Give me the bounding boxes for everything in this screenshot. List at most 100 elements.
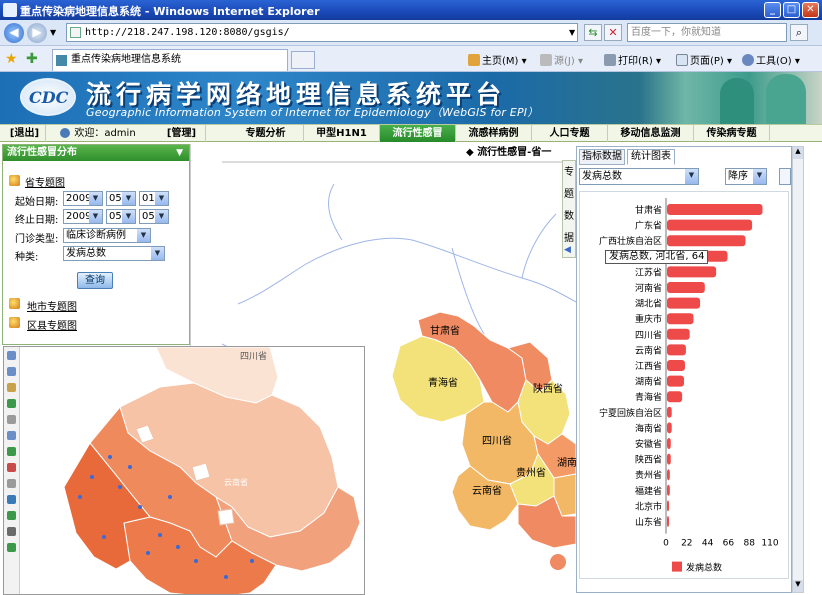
menu-topic-analysis[interactable]: 专题分析 bbox=[228, 125, 304, 142]
chart-bar[interactable] bbox=[667, 344, 686, 356]
favorites-star-icon[interactable]: ★ bbox=[5, 51, 18, 67]
maximize-button[interactable]: □ bbox=[783, 2, 800, 18]
chart-bar[interactable] bbox=[667, 360, 685, 371]
scroll-down-arrow-icon[interactable]: ▼ bbox=[793, 580, 803, 592]
province-map[interactable]: 甘肃省 青海省 陕西省 四川省 贵州省 湖南 云南省 ◆ 流行性感冒-省一 bbox=[222, 144, 576, 595]
region-hunan[interactable] bbox=[553, 473, 576, 517]
county-region[interactable] bbox=[217, 508, 235, 526]
chart-bar[interactable] bbox=[667, 391, 683, 403]
measure-icon[interactable] bbox=[7, 479, 16, 488]
menu-h1n1[interactable]: 甲型H1N1 bbox=[304, 125, 380, 142]
chart-bar[interactable] bbox=[667, 328, 690, 340]
search-input[interactable]: 百度一下，你就知道 bbox=[627, 23, 787, 42]
tab-statistic-chart[interactable]: 统计图表 bbox=[627, 149, 675, 165]
chart-bar[interactable] bbox=[667, 406, 672, 418]
print-button[interactable]: 打印(R) ▾ bbox=[604, 52, 661, 67]
zoom-out-icon[interactable] bbox=[7, 367, 16, 376]
url-field[interactable]: http://218.247.198.120:8080/gsgis/ bbox=[66, 23, 578, 42]
refresh-map-icon[interactable] bbox=[7, 447, 16, 456]
chart-bar[interactable] bbox=[667, 500, 669, 512]
feeds-button[interactable]: 源(J) ▾ bbox=[540, 52, 583, 67]
chart-bar[interactable] bbox=[667, 204, 763, 215]
select-icon[interactable] bbox=[7, 495, 16, 504]
minimize-button[interactable]: _ bbox=[764, 2, 781, 18]
chart-bar[interactable] bbox=[667, 516, 669, 527]
county-region[interactable] bbox=[191, 462, 211, 482]
topic-data-tab[interactable]: 专 题 数 据 ◀ bbox=[562, 160, 576, 258]
logout-link[interactable]: [退出] bbox=[4, 125, 46, 142]
menu-mobile-monitoring[interactable]: 移动信息监测 bbox=[608, 125, 694, 142]
close-button[interactable]: ✕ bbox=[802, 2, 819, 18]
county-region[interactable] bbox=[63, 442, 151, 570]
identify-icon[interactable] bbox=[7, 463, 16, 472]
sort-order-select[interactable]: 降序 ▼ bbox=[725, 168, 767, 185]
menu-ili-cases[interactable]: 流感样病例 bbox=[456, 125, 532, 142]
category-select[interactable]: 发病总数 ▼ bbox=[63, 246, 165, 261]
new-tab-button[interactable] bbox=[291, 51, 315, 69]
layer-icon[interactable] bbox=[7, 511, 16, 520]
tab-indicator-data[interactable]: 指标数据 bbox=[579, 149, 625, 165]
next-extent-icon[interactable] bbox=[7, 431, 16, 440]
search-icon[interactable]: ⌕ bbox=[790, 24, 808, 41]
add-favorite-icon[interactable]: ✚ bbox=[26, 51, 38, 67]
chart-bar[interactable] bbox=[667, 297, 701, 309]
menu-influenza[interactable]: 流行性感冒 bbox=[380, 125, 456, 142]
stop-icon[interactable]: ✕ bbox=[604, 24, 622, 41]
region-hainan[interactable] bbox=[550, 554, 566, 570]
query-button[interactable]: 查询 bbox=[77, 272, 113, 289]
metric-select[interactable]: 发病总数 ▼ bbox=[579, 168, 699, 185]
scroll-up-arrow-icon[interactable]: ▲ bbox=[793, 147, 803, 159]
start-year-select[interactable]: 2009 ▼ bbox=[63, 191, 103, 206]
back-button[interactable]: ◀ bbox=[4, 23, 24, 43]
manage-link[interactable]: [管理] bbox=[158, 125, 206, 142]
home-button[interactable]: 主页(M) ▾ bbox=[468, 52, 527, 67]
chart-bar[interactable] bbox=[667, 438, 671, 449]
end-day-select[interactable]: 05 ▼ bbox=[139, 209, 169, 224]
url-dropdown-icon[interactable]: ▼ bbox=[569, 28, 576, 37]
chart-bar[interactable] bbox=[667, 453, 671, 465]
county-map-link[interactable]: 区县专题图 bbox=[27, 321, 77, 332]
region-guangxi[interactable] bbox=[517, 495, 576, 549]
county-region[interactable] bbox=[123, 516, 277, 595]
start-month-select[interactable]: 05 ▼ bbox=[106, 191, 136, 206]
end-year-select[interactable]: 2009 ▼ bbox=[63, 209, 103, 224]
print-map-icon[interactable] bbox=[7, 527, 16, 536]
category-label: 湖南省 bbox=[635, 376, 662, 388]
globe-icon[interactable] bbox=[7, 399, 16, 408]
history-dropdown-icon[interactable]: ▼ bbox=[50, 28, 57, 37]
chart-bar[interactable] bbox=[667, 422, 672, 434]
zoom-in-icon[interactable] bbox=[7, 351, 16, 360]
chart-bar[interactable] bbox=[667, 235, 746, 247]
chart-bar[interactable] bbox=[667, 484, 670, 496]
collapse-icon[interactable]: ▼ bbox=[176, 148, 183, 158]
chart-bar[interactable] bbox=[667, 282, 705, 293]
county-map-window[interactable]: 四川省 云南省 bbox=[3, 346, 365, 595]
chart-bar[interactable] bbox=[667, 313, 694, 325]
export-icon[interactable] bbox=[7, 543, 16, 552]
start-day-select[interactable]: 01 ▼ bbox=[139, 191, 169, 206]
forward-button[interactable]: ▶ bbox=[27, 23, 47, 43]
city-map-link[interactable]: 地市专题图 bbox=[27, 302, 77, 313]
chart-bar[interactable] bbox=[667, 219, 753, 231]
prev-extent-icon[interactable] bbox=[7, 415, 16, 424]
chart-bar[interactable] bbox=[667, 469, 670, 481]
collapse-arrow-icon[interactable]: ◀ bbox=[564, 245, 571, 255]
tab-current[interactable]: 重点传染病地理信息系统 bbox=[52, 49, 288, 71]
chart-bar[interactable] bbox=[667, 266, 717, 278]
tools-button[interactable]: 工具(O) ▾ bbox=[742, 52, 800, 67]
menu-infectious-disease[interactable]: 传染病专题 bbox=[694, 125, 770, 142]
region-yunnan[interactable] bbox=[451, 465, 519, 531]
chart-bar[interactable] bbox=[667, 375, 685, 387]
query-panel-header[interactable]: 流行性感冒分布 ▼ bbox=[3, 145, 189, 161]
chevron-down-icon: ▼ bbox=[155, 210, 168, 223]
page-button[interactable]: 页面(P) ▾ bbox=[676, 52, 732, 67]
refresh-icon[interactable]: ⇆ bbox=[584, 24, 602, 41]
county-region[interactable] bbox=[135, 424, 155, 444]
pan-icon[interactable] bbox=[7, 383, 16, 392]
clinic-type-select[interactable]: 临床诊断病例 ▼ bbox=[63, 228, 151, 243]
province-map-link[interactable]: 省专题图 bbox=[25, 178, 65, 189]
menu-population[interactable]: 人口专题 bbox=[532, 125, 608, 142]
chart-options-button[interactable] bbox=[779, 168, 791, 185]
end-month-select[interactable]: 05 ▼ bbox=[106, 209, 136, 224]
vertical-scrollbar[interactable]: ▲ ▼ bbox=[792, 146, 804, 593]
